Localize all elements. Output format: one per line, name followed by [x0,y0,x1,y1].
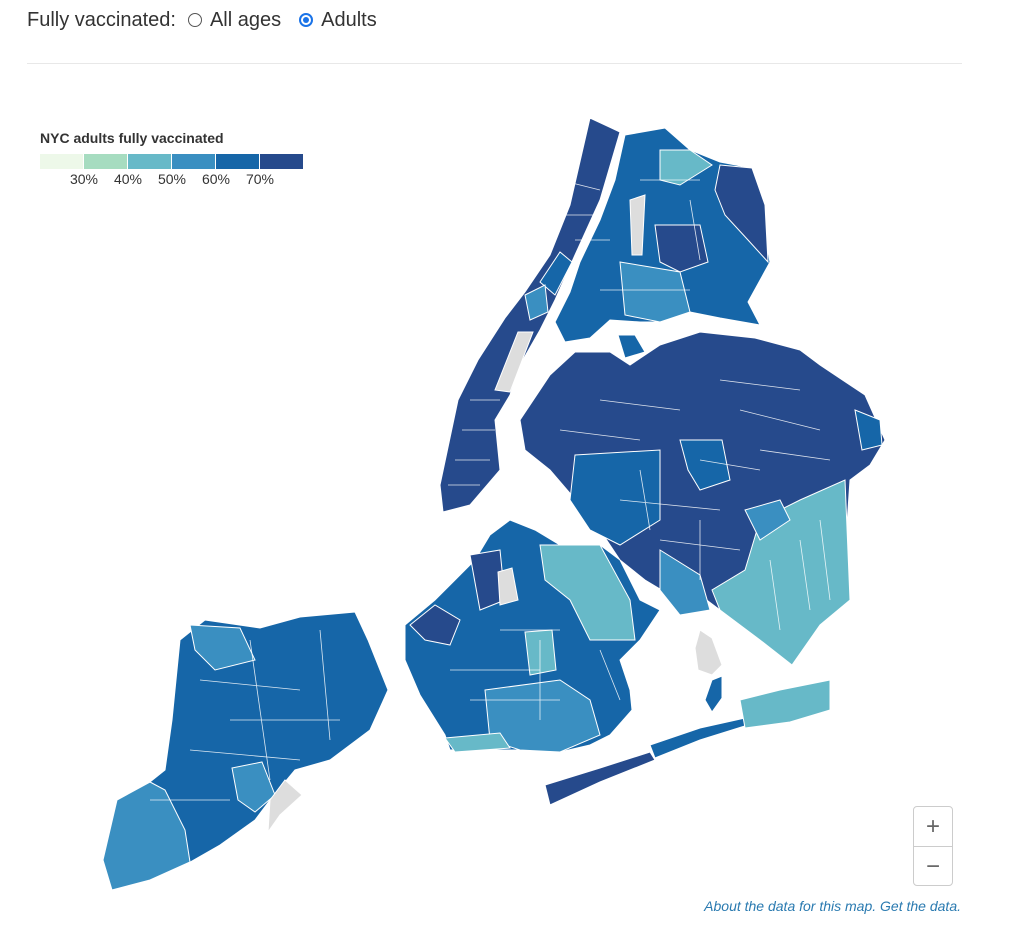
radio-adults-label[interactable]: Adults [321,8,377,31]
central-park-nodata [494,331,534,393]
zoom-control: + − [913,806,953,886]
vaccination-filter: Fully vaccinated: All ages Adults [27,6,395,34]
legend-swatch-1 [40,154,83,169]
zoom-out-button[interactable]: − [914,846,952,885]
get-data-link[interactable]: Get the data. [880,898,961,914]
radio-all-ages-icon[interactable] [187,13,202,27]
zoom-in-button[interactable]: + [925,812,940,840]
about-data-link[interactable]: About the data for this map. [704,898,877,914]
coney-island [444,732,511,753]
legend-title: NYC adults fully vaccinated [40,130,224,146]
legend-swatch-4 [172,154,215,169]
staten-island-south-tract [102,781,191,891]
queens-west-tract [569,449,661,546]
staten-island-nodata [267,779,303,834]
legend-swatch-6 [260,154,303,169]
legend-ticks: 30% 40% 50% 60% 70% [40,169,304,187]
radio-adults[interactable]: Adults [299,9,377,32]
jfk-airport-nodata [694,629,723,676]
rockaways-center [649,717,749,759]
queens-southeast-tract [744,499,791,541]
legend-tick-50: 50% [157,171,187,187]
bronx-south-tract [619,261,691,323]
radio-all-ages[interactable]: All ages [187,8,282,32]
legend-swatch-2 [84,154,127,169]
legend-tick-70: 70% [245,171,275,187]
bronx-nodata [629,194,646,256]
queens-south-tract [659,549,711,616]
queens-center-tract [679,439,731,491]
rockaways-east [739,679,831,729]
map-footer: About the data for this map. Get the dat… [704,898,961,914]
prospect-park-nodata [497,567,519,606]
upper-manhattan-tract-2 [524,284,549,321]
bronx-east-tract [714,164,769,264]
legend-swatch-3 [128,154,171,169]
bronx-center-tract [654,224,709,273]
upper-manhattan-tract [539,251,573,296]
legend-tick-40: 40% [113,171,143,187]
legend-swatches [40,154,304,169]
rikers-island [617,334,646,359]
brooklyn-southwest-tract [524,629,557,676]
queens-east-edge-tract [854,409,883,451]
brooklyn-east-tract [539,544,636,641]
rockaways-west [544,751,656,806]
queens-east-tract [711,479,851,666]
filter-label: Fully vaccinated: [27,8,176,31]
brooklyn-northwest-tract [409,604,461,646]
jamaica-bay-island [704,675,723,713]
staten-island-east-tract [231,761,276,813]
map-legend: NYC adults fully vaccinated 30% 40% 50% … [40,130,304,187]
legend-tick-30: 30% [69,171,99,187]
radio-adults-icon[interactable] [299,13,314,27]
divider [27,63,962,64]
radio-all-ages-label[interactable]: All ages [209,8,282,31]
legend-tick-60: 60% [201,171,231,187]
staten-island-north-tract [189,624,256,671]
bronx-north-tract [659,149,713,186]
tract-boundaries [150,179,831,801]
legend-swatch-5 [216,154,259,169]
